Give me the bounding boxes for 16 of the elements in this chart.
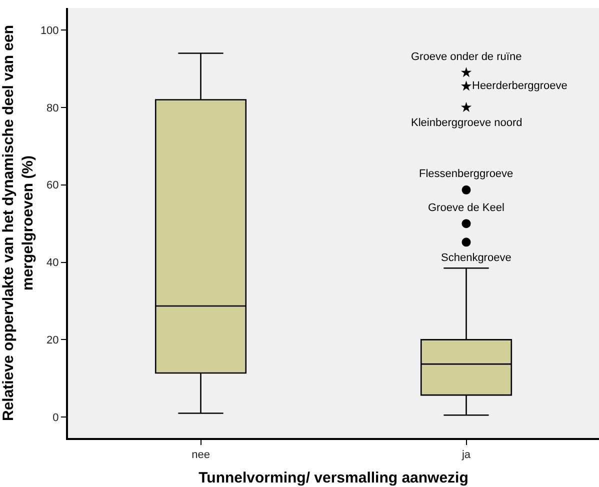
annotation: Groeve onder de ruïne <box>411 51 522 63</box>
y-tick-label: 20 <box>46 334 59 347</box>
y-axis-title: Relatieve oppervlakte van het dynamische deel van een mergelgroeven (%) <box>0 24 36 422</box>
y-tick-label: 100 <box>40 24 59 37</box>
x-axis-title: Tunnelvorming/ versmalling aanwezig <box>198 470 468 487</box>
annotation: Flessenberggroeve <box>419 168 514 180</box>
annotation: Schenkgroeve <box>441 252 512 264</box>
annotation: Kleinberggroeve noord <box>411 117 522 129</box>
x-tick-label: ja <box>460 449 472 462</box>
x-tick-label: nee <box>192 449 210 462</box>
y-tick-label: 80 <box>46 102 59 114</box>
y-tick-label: 60 <box>46 180 59 192</box>
annotation: Groeve de Keel <box>428 202 504 214</box>
y-tick-label: 0 <box>52 412 59 424</box>
y-tick-label: 40 <box>46 257 59 270</box>
annotation: Heerderberggroeve <box>472 80 568 92</box>
